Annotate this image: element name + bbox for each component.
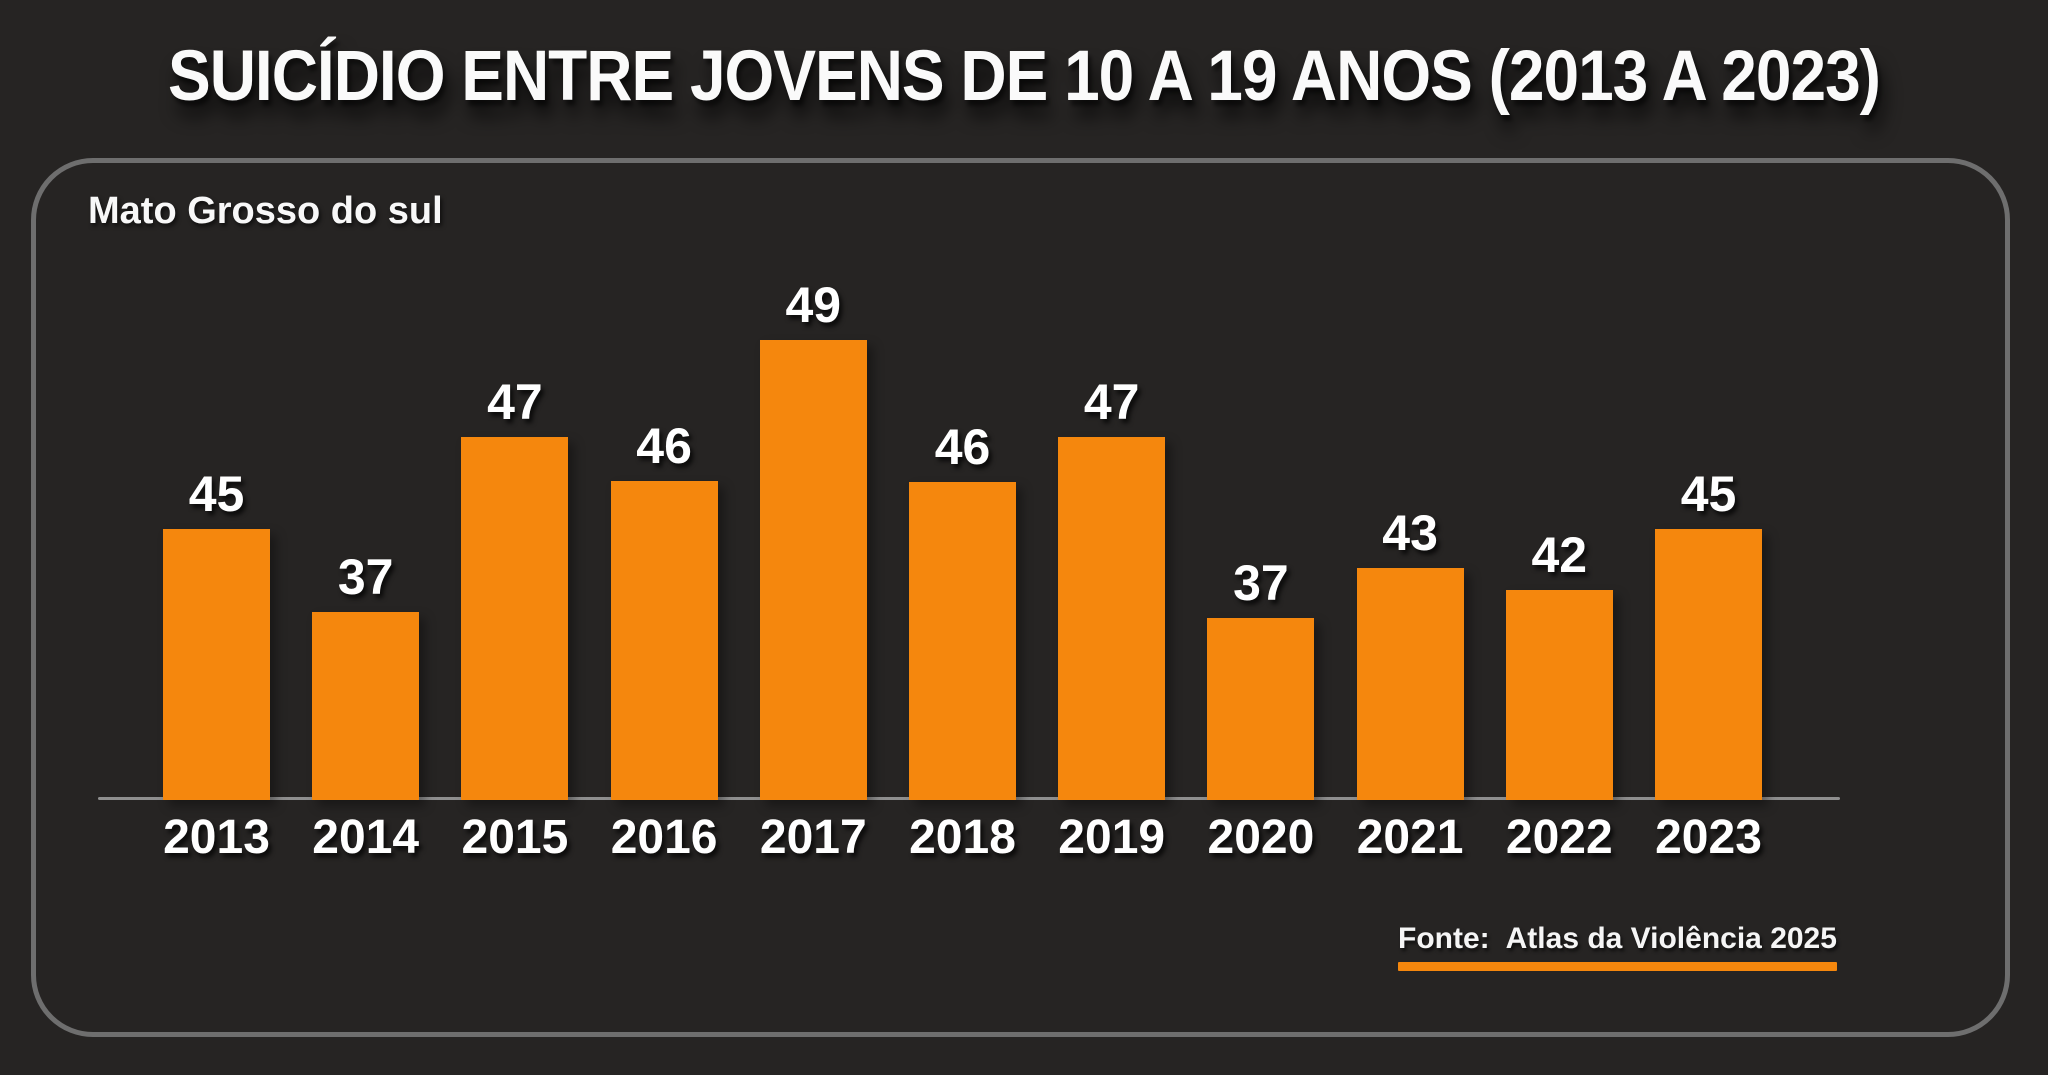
x-axis-label: 2017 bbox=[759, 811, 867, 864]
source-name: Atlas da Violência 2025 bbox=[1505, 922, 1837, 955]
x-axis-label: 2013 bbox=[163, 811, 270, 864]
bar-2019 bbox=[1058, 437, 1166, 800]
chart-panel bbox=[31, 158, 2010, 1037]
x-axis-label: 2019 bbox=[1058, 811, 1166, 864]
x-axis-label: 2021 bbox=[1356, 811, 1464, 864]
source-text: Fonte: Atlas da Violência 2025 bbox=[1398, 922, 1837, 956]
bar-value-label: 43 bbox=[1382, 505, 1438, 561]
x-axis-label: 2020 bbox=[1207, 811, 1315, 864]
bar-2017 bbox=[759, 340, 867, 800]
bar-value-label: 47 bbox=[487, 374, 543, 430]
bar-2018 bbox=[909, 482, 1016, 800]
bar-2020 bbox=[1207, 618, 1315, 800]
source-prefix: Fonte: bbox=[1398, 922, 1490, 955]
bar-value-label: 45 bbox=[1680, 466, 1737, 522]
bar-value-label: 46 bbox=[636, 418, 692, 474]
bar-value-label: 37 bbox=[1233, 555, 1289, 611]
bar-value-label: 45 bbox=[188, 466, 245, 522]
bar-2022 bbox=[1505, 590, 1613, 800]
page-title: SUICÍDIO ENTRE JOVENS DE 10 A 19 ANOS (2… bbox=[168, 35, 1881, 116]
source-underline bbox=[1398, 962, 1837, 971]
bar-2013 bbox=[163, 529, 270, 800]
bar-value-label: 42 bbox=[1531, 527, 1588, 583]
x-axis-label: 2023 bbox=[1655, 811, 1762, 864]
x-axis-label: 2015 bbox=[461, 811, 569, 864]
bar-2015 bbox=[461, 437, 569, 800]
bar-2016 bbox=[610, 481, 718, 800]
bar-2023 bbox=[1655, 529, 1762, 800]
bar-value-label: 47 bbox=[1083, 374, 1140, 430]
x-axis-label: 2014 bbox=[312, 811, 420, 864]
x-axis-label: 2018 bbox=[909, 811, 1016, 864]
chart-subtitle: Mato Grosso do sul bbox=[88, 190, 443, 232]
source-caption: Fonte: Atlas da Violência 2025 bbox=[1398, 922, 1837, 971]
bar-2021 bbox=[1356, 568, 1464, 800]
bar-value-label: 46 bbox=[934, 419, 991, 475]
x-axis-label: 2016 bbox=[610, 811, 718, 864]
bar-value-label: 37 bbox=[337, 549, 394, 605]
bar-2014 bbox=[312, 612, 420, 800]
bar-value-label: 49 bbox=[785, 277, 842, 333]
x-axis-label: 2022 bbox=[1505, 811, 1613, 864]
